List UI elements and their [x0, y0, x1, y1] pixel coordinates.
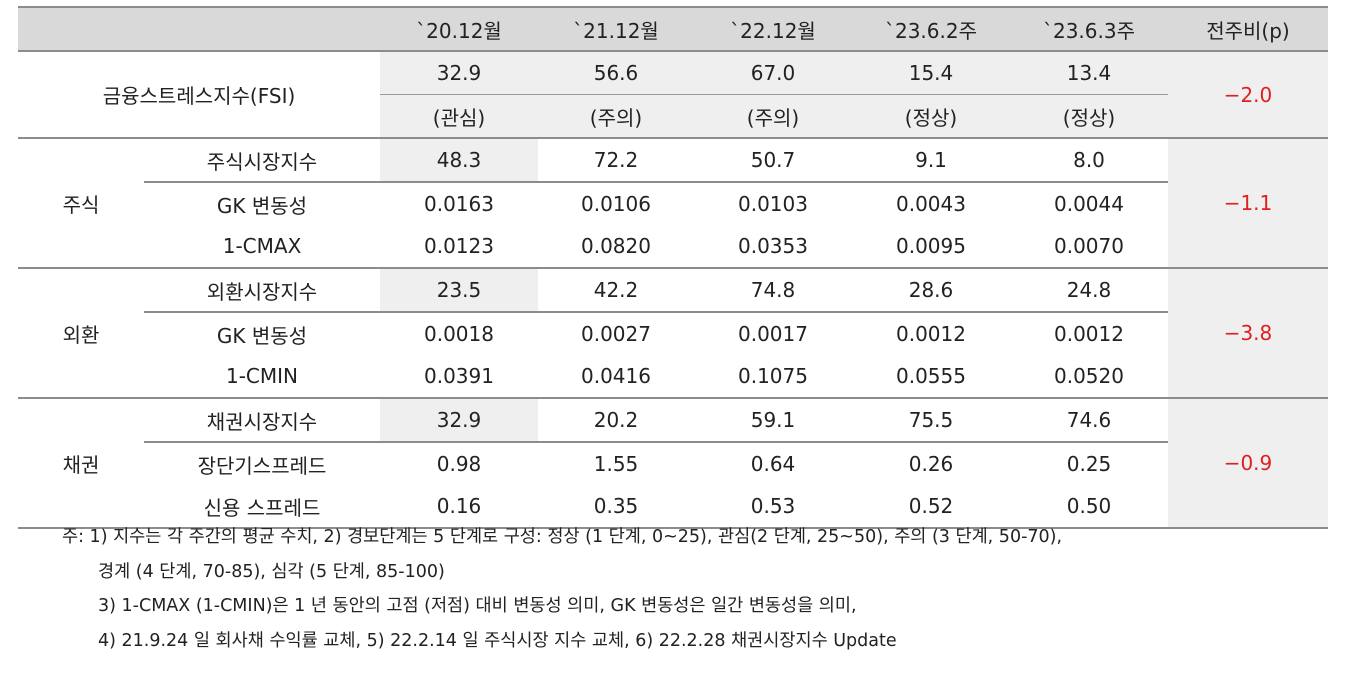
cell-value: 20.2 [593, 408, 639, 432]
cell-value: 0.0106 [538, 181, 694, 225]
cell-value: 0.0027 [538, 311, 694, 355]
cell-value: 0.0043 [852, 181, 1010, 225]
fsi-level-row: (관심) (주의) (주의) (정상) (정상) [18, 94, 1328, 139]
cell-value: 72.2 [593, 148, 639, 172]
cell-value: 0.52 [852, 485, 1010, 529]
row-name: GK 변동성 [144, 311, 380, 355]
fx-row-index: 외환 외환시장지수 23.5 42.2 74.8 28.6 24.8 −3.8 [18, 268, 1328, 399]
fsi-value: 15.4 [852, 51, 1010, 95]
stock-row-gk: GK 변동성 0.0163 0.0106 0.0103 0.0043 0.004… [18, 181, 1328, 225]
cell-value: 0.0163 [380, 181, 538, 225]
cell-value: 0.16 [380, 485, 538, 529]
footnote-line: 경계 (4 단계, 70-85), 심각 (5 단계, 85-100) [98, 561, 445, 582]
fsi-label: 금융스트레스지수(FSI) [18, 51, 380, 139]
cell-value: 0.0017 [694, 311, 852, 355]
fsi-table: `20.12월 `21.12월 `22.12월 `23.6.2주 `23.6.3… [18, 6, 1328, 529]
footnote-line: 3) 1-CMAX (1-CMIN)은 1 년 동안의 고점 (저점) 대비 변… [98, 596, 857, 616]
cell-value: 0.25 [1010, 441, 1168, 485]
stock-section-label: 주식 [18, 138, 144, 269]
row-name: 장단기스프레드 [144, 441, 380, 485]
footnote-line: 4) 21.9.24 일 회사채 수익률 교체, 5) 22.2.14 일 주식… [98, 630, 897, 651]
row-name: 신용 스프레드 [144, 485, 380, 529]
cell-value: 0.0103 [694, 181, 852, 225]
fsi-level: (주의) [694, 94, 852, 139]
cell-value: 0.35 [538, 485, 694, 529]
bond-section-label: 채권 [18, 398, 144, 529]
row-name: 1-CMIN [144, 355, 380, 399]
fsi-level: (정상) [1010, 94, 1168, 139]
header-col-2363: `23.6.3주 [1010, 6, 1168, 52]
cell-value: 59.1 [750, 408, 796, 432]
cell-value: 0.0123 [380, 225, 538, 269]
cell-value: 0.0018 [380, 311, 538, 355]
table-header-row: `20.12월 `21.12월 `22.12월 `23.6.2주 `23.6.3… [18, 6, 1328, 52]
cell-value: 74.6 [1066, 408, 1112, 432]
fx-row-gk: GK 변동성 0.0018 0.0027 0.0017 0.0012 0.001… [18, 311, 1328, 355]
cell-value: 23.5 [380, 268, 538, 312]
stock-row-cmax: 1-CMAX 0.0123 0.0820 0.0353 0.0095 0.007… [18, 225, 1328, 269]
fsi-level: (관심) [380, 94, 538, 139]
fsi-value: 67.0 [694, 51, 852, 95]
table-footnotes: 주: 1) 지수는 각 주간의 평균 수치, 2) 경보단계는 5 단계로 구성… [62, 520, 1062, 658]
row-name: 1-CMAX [144, 225, 380, 269]
fx-section-label: 외환 [18, 268, 144, 399]
header-col-2012: `20.12월 [380, 6, 538, 52]
cell-value: 0.53 [694, 485, 852, 529]
cell-value: 74.8 [750, 278, 796, 302]
cell-value: 48.3 [380, 138, 538, 182]
cell-value: 28.6 [908, 278, 954, 302]
cell-value: 0.0555 [852, 355, 1010, 399]
stock-change: −1.1 [1168, 138, 1328, 269]
fsi-value: 56.6 [538, 51, 694, 95]
fsi-level: (정상) [852, 94, 1010, 139]
cell-value: 0.0070 [1010, 225, 1168, 269]
cell-value: 0.0353 [694, 225, 852, 269]
bond-row-term-spread: 장단기스프레드 0.98 1.55 0.64 0.26 0.25 [18, 441, 1328, 485]
cell-value: 0.26 [852, 441, 1010, 485]
stock-row-index: 주식 주식시장지수 48.3 72.2 50.7 9.1 8.0 −1.1 [18, 138, 1328, 269]
bond-row-index: 채권 채권시장지수 32.9 20.2 59.1 75.5 74.6 −0.9 [18, 398, 1328, 529]
cell-value: 75.5 [908, 408, 954, 432]
cell-value: 0.0391 [380, 355, 538, 399]
cell-value: 0.0820 [538, 225, 694, 269]
fsi-level: (주의) [538, 94, 694, 139]
header-blank [18, 6, 380, 52]
cell-value: 0.0520 [1010, 355, 1168, 399]
header-col-2212: `22.12월 [694, 6, 852, 52]
cell-value: 42.2 [593, 278, 639, 302]
cell-value: 8.0 [1073, 148, 1105, 172]
cell-value: 24.8 [1066, 278, 1112, 302]
fx-change: −3.8 [1168, 268, 1328, 399]
cell-value: 9.1 [915, 148, 947, 172]
row-name: GK 변동성 [144, 181, 380, 225]
row-name: 주식시장지수 [206, 149, 318, 174]
row-name: 외환시장지수 [206, 279, 318, 304]
cell-value: 0.0044 [1010, 181, 1168, 225]
fsi-table-wrapper: `20.12월 `21.12월 `22.12월 `23.6.2주 `23.6.3… [18, 6, 1328, 529]
cell-value: 50.7 [750, 148, 796, 172]
bond-row-credit-spread: 신용 스프레드 0.16 0.35 0.53 0.52 0.50 [18, 485, 1328, 529]
cell-value: 1.55 [538, 441, 694, 485]
cell-value: 0.98 [380, 441, 538, 485]
header-col-2362: `23.6.2주 [852, 6, 1010, 52]
cell-value: 32.9 [380, 398, 538, 442]
footnote-line: 주: 1) 지수는 각 주간의 평균 수치, 2) 경보단계는 5 단계로 구성… [62, 527, 1063, 547]
cell-value: 0.0416 [538, 355, 694, 399]
fsi-value-row: 금융스트레스지수(FSI) 32.9 56.6 67.0 15.4 13.4 −… [18, 51, 1328, 139]
header-col-change: 전주비(p) [1168, 6, 1328, 52]
cell-value: 0.0012 [1010, 311, 1168, 355]
cell-value: 0.1075 [694, 355, 852, 399]
cell-value: 0.0012 [852, 311, 1010, 355]
fsi-value: 13.4 [1010, 51, 1168, 95]
fsi-change: −2.0 [1168, 51, 1328, 139]
fsi-value: 32.9 [380, 51, 538, 95]
row-name: 채권시장지수 [206, 409, 318, 434]
bond-change: −0.9 [1168, 398, 1328, 529]
cell-value: 0.0095 [852, 225, 1010, 269]
cell-value: 0.50 [1010, 485, 1168, 529]
header-col-2112: `21.12월 [538, 6, 694, 52]
cell-value: 0.64 [694, 441, 852, 485]
fx-row-cmin: 1-CMIN 0.0391 0.0416 0.1075 0.0555 0.052… [18, 355, 1328, 399]
